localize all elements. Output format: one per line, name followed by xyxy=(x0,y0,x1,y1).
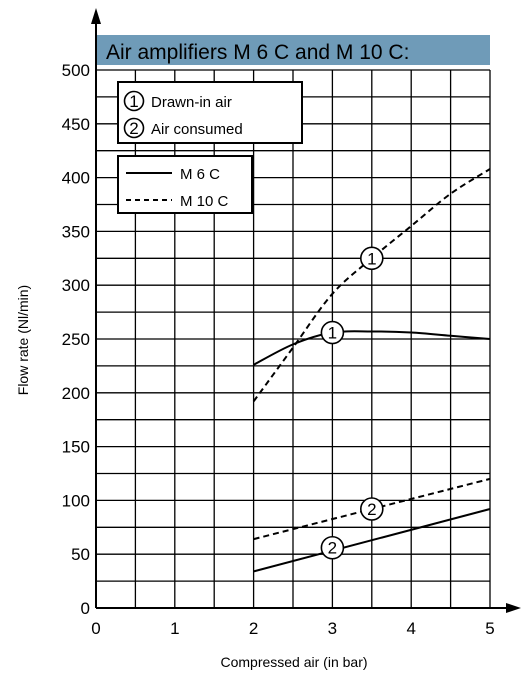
series-line-m6c-curve-2 xyxy=(253,508,491,573)
x-tick-label: 1 xyxy=(170,619,179,638)
y-tick-label: 50 xyxy=(71,545,90,564)
curve-marker-label: 1 xyxy=(367,249,376,268)
curve-marker-circle xyxy=(359,497,384,521)
x-tick-label: 5 xyxy=(485,619,494,638)
x-axis-arrow xyxy=(506,603,521,613)
title-band xyxy=(96,35,490,65)
curve-legend-label-1: Drawn-in air xyxy=(151,94,232,111)
y-tick-label: 500 xyxy=(62,61,90,80)
y-axis-arrow xyxy=(91,8,101,24)
curve-legend-marker-1 xyxy=(123,90,145,112)
y-tick-label: 350 xyxy=(62,222,90,241)
legend-label-m6c: M 6 C xyxy=(180,166,220,183)
curve-legend: 1 Drawn-in air 2 Air consumed xyxy=(117,81,303,144)
x-tick-label: 3 xyxy=(328,619,337,638)
y-tick-label: 100 xyxy=(62,491,90,510)
series-line-m6c-curve-1 xyxy=(253,330,491,366)
y-tick-label: 250 xyxy=(62,330,90,349)
legend-label-m10c: M 10 C xyxy=(180,193,229,210)
curve-markers: 1 1 2 2 xyxy=(320,246,384,560)
y-tick-label: 0 xyxy=(81,599,90,618)
curve-marker-circle xyxy=(320,320,345,345)
curve-marker-label: 2 xyxy=(367,500,376,519)
curve-legend-marker-1-label: 1 xyxy=(129,92,138,111)
curve-marker-label: 2 xyxy=(328,539,337,558)
y-tick-label: 450 xyxy=(62,115,90,134)
curve-legend-marker-2-label: 2 xyxy=(129,119,138,138)
y-axis-title: Flow rate (Nl/min) xyxy=(15,285,31,395)
y-tick-label: 200 xyxy=(62,384,90,403)
y-tick-label: 300 xyxy=(62,276,90,295)
x-axis-title: Compressed air (in bar) xyxy=(220,654,367,670)
grid xyxy=(96,69,491,608)
curve-marker-label: 1 xyxy=(328,324,337,343)
curve-marker-circle xyxy=(320,535,345,560)
curve-legend-label-2: Air consumed xyxy=(151,121,243,138)
y-tick-label: 400 xyxy=(62,169,90,188)
x-tick-label: 4 xyxy=(406,619,415,638)
axes xyxy=(91,8,521,613)
x-tick-label: 2 xyxy=(249,619,258,638)
y-tick-labels: 0 50 100 150 200 250 300 350 400 450 500 xyxy=(62,61,90,618)
model-legend: M 6 C M 10 C xyxy=(117,155,253,214)
chart-title: Air amplifiers M 6 C and M 10 C: xyxy=(106,41,409,64)
curve-legend-marker-2 xyxy=(123,117,145,139)
curve-marker-circle xyxy=(359,246,384,271)
x-tick-label: 0 xyxy=(91,619,100,638)
x-tick-labels: 0 1 2 3 4 5 xyxy=(91,619,494,638)
y-tick-label: 150 xyxy=(62,438,90,457)
